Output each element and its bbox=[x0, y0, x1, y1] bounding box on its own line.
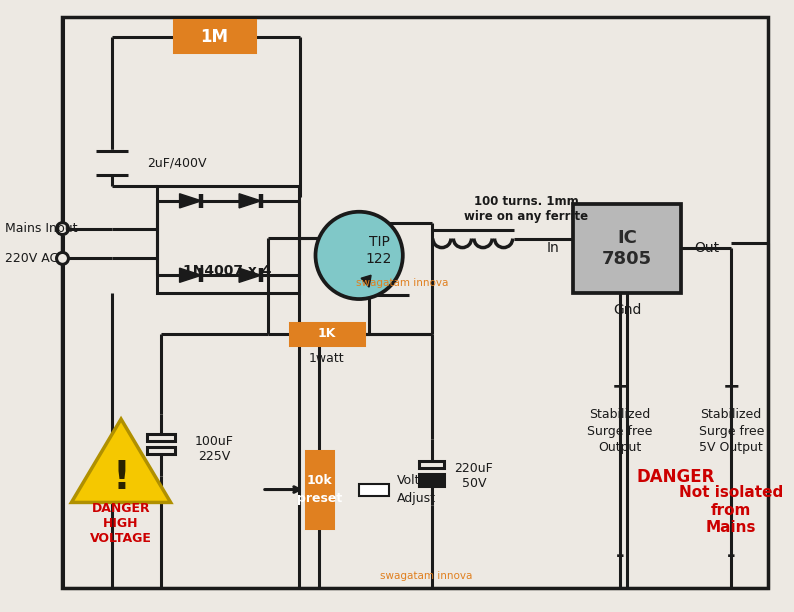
Text: 220V AC: 220V AC bbox=[5, 252, 58, 265]
Circle shape bbox=[56, 223, 68, 234]
Text: Output: Output bbox=[599, 441, 642, 454]
Text: 1K: 1K bbox=[318, 327, 336, 340]
Text: Stabilized: Stabilized bbox=[700, 408, 761, 420]
Text: 100 turns. 1mm
wire on any ferrite: 100 turns. 1mm wire on any ferrite bbox=[464, 195, 588, 223]
Text: !: ! bbox=[112, 458, 130, 497]
Text: +: + bbox=[723, 378, 740, 397]
Bar bbox=[147, 434, 175, 441]
Text: -: - bbox=[727, 546, 735, 566]
Polygon shape bbox=[179, 268, 202, 282]
Bar bbox=[306, 451, 333, 528]
Polygon shape bbox=[239, 268, 261, 282]
Text: Not isolated
from
Mains: Not isolated from Mains bbox=[679, 485, 784, 536]
Text: In: In bbox=[547, 242, 560, 255]
Text: preset: preset bbox=[297, 492, 342, 505]
Text: 1M: 1M bbox=[200, 28, 229, 46]
Text: +: + bbox=[611, 378, 629, 397]
Text: Surge free: Surge free bbox=[588, 425, 653, 438]
Text: IC
7805: IC 7805 bbox=[602, 229, 652, 268]
Text: Voltage: Voltage bbox=[397, 474, 444, 487]
Bar bbox=[418, 461, 445, 468]
Text: Out: Out bbox=[695, 242, 719, 255]
Bar bbox=[290, 323, 364, 345]
Bar bbox=[359, 483, 389, 496]
Text: Mains Input: Mains Input bbox=[5, 222, 78, 235]
Text: 2uF/400V: 2uF/400V bbox=[147, 157, 206, 170]
Bar bbox=[156, 186, 299, 293]
Text: 5V Output: 5V Output bbox=[700, 441, 763, 454]
Circle shape bbox=[315, 212, 403, 299]
Text: 220uF
50V: 220uF 50V bbox=[454, 461, 493, 490]
Bar bbox=[174, 20, 255, 52]
Text: 100uF
225V: 100uF 225V bbox=[195, 435, 233, 463]
Text: 1N4007 x 4: 1N4007 x 4 bbox=[183, 264, 272, 278]
Bar bbox=[61, 17, 768, 588]
Polygon shape bbox=[71, 419, 171, 502]
Text: Stabilized: Stabilized bbox=[589, 408, 651, 420]
Text: -: - bbox=[616, 546, 624, 566]
Text: 10k: 10k bbox=[306, 474, 333, 487]
Text: DANGER: DANGER bbox=[637, 468, 715, 486]
Text: swagatam innova: swagatam innova bbox=[380, 571, 472, 581]
Text: TIP
122: TIP 122 bbox=[366, 236, 392, 266]
Text: swagatam innova: swagatam innova bbox=[356, 278, 448, 288]
Polygon shape bbox=[179, 194, 202, 208]
Polygon shape bbox=[239, 194, 261, 208]
Polygon shape bbox=[361, 275, 371, 287]
Bar bbox=[418, 474, 445, 485]
Bar bbox=[147, 447, 175, 454]
Bar bbox=[573, 204, 680, 293]
Text: Gnd: Gnd bbox=[613, 303, 642, 317]
Text: DANGER
HIGH
VOLTAGE: DANGER HIGH VOLTAGE bbox=[90, 502, 152, 545]
Circle shape bbox=[56, 252, 68, 264]
Text: Surge free: Surge free bbox=[699, 425, 764, 438]
Text: 1watt: 1watt bbox=[309, 352, 345, 365]
Text: Adjust: Adjust bbox=[397, 492, 436, 505]
